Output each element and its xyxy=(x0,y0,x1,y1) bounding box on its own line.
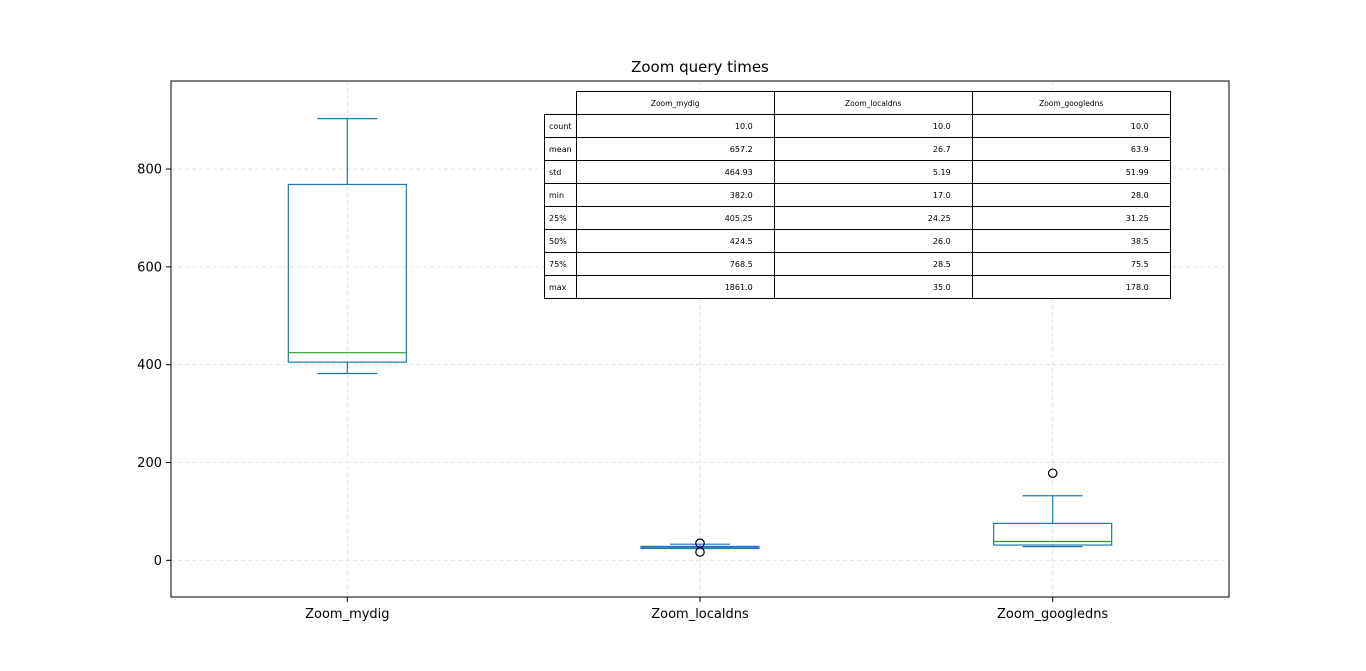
box-series-Zoom_mydig xyxy=(287,118,407,375)
table-cell: 178.0 xyxy=(971,275,1171,299)
box-iqr xyxy=(287,183,407,363)
table-row: min 382.0 17.0 28.0 xyxy=(544,183,1171,207)
table-cell: 35.0 xyxy=(773,275,973,299)
table-row: 75% 768.5 28.5 75.5 xyxy=(544,252,1171,276)
table-row: mean 657.2 26.7 63.9 xyxy=(544,137,1171,161)
y-tick-label: 0 xyxy=(154,554,162,569)
table-cell: 657.2 xyxy=(575,137,775,161)
table-cell: 424.5 xyxy=(575,229,775,253)
y-tick-label: 200 xyxy=(137,456,162,471)
table-row: count 10.0 10.0 10.0 xyxy=(544,114,1171,138)
x-tick-label: Zoom_localdns xyxy=(651,607,749,622)
table-cell: 10.0 xyxy=(971,114,1171,138)
table-cell: 464.93 xyxy=(575,160,775,184)
table-header-row: Zoom_mydig Zoom_localdns Zoom_googledns xyxy=(545,91,1171,115)
summary-statistics-table: Zoom_mydig Zoom_localdns Zoom_googledns … xyxy=(544,91,1171,299)
table-cell: 382.0 xyxy=(575,183,775,207)
table-row-label: min xyxy=(544,183,577,207)
table-row-label: mean xyxy=(544,137,577,161)
box-iqr xyxy=(993,522,1113,546)
table-cell: 26.7 xyxy=(773,137,973,161)
table-row: max 1861.0 35.0 178.0 xyxy=(544,275,1171,299)
table-row-label: 25% xyxy=(544,206,577,230)
table-row: std 464.93 5.19 51.99 xyxy=(544,160,1171,184)
table-cell: 63.9 xyxy=(971,137,1171,161)
table-cell: 17.0 xyxy=(773,183,973,207)
axes-group: 0 200 400 600 800 Zoom_mydig Zoom_localdns Zoom… xyxy=(137,163,1108,622)
table-column-header: Zoom_localdns xyxy=(773,91,973,115)
table-column-header: Zoom_mydig xyxy=(575,91,775,115)
table-cell: 31.25 xyxy=(971,206,1171,230)
table-cell: 1861.0 xyxy=(575,275,775,299)
table-row-label: std xyxy=(544,160,577,184)
table-corner-cell xyxy=(545,92,577,115)
table-row-label: max xyxy=(544,275,577,299)
boxes-group xyxy=(287,118,1113,557)
box-series-Zoom_localdns xyxy=(640,538,760,557)
table-cell: 10.0 xyxy=(773,114,973,138)
table-row: 50% 424.5 26.0 38.5 xyxy=(544,229,1171,253)
table-row-label: count xyxy=(544,114,577,138)
table-cell: 26.0 xyxy=(773,229,973,253)
table-cell: 24.25 xyxy=(773,206,973,230)
table-cell: 51.99 xyxy=(971,160,1171,184)
table-cell: 768.5 xyxy=(575,252,775,276)
table-cell: 10.0 xyxy=(575,114,775,138)
table-cell: 28.0 xyxy=(971,183,1171,207)
table-column-header: Zoom_googledns xyxy=(971,91,1171,115)
table-cell: 38.5 xyxy=(971,229,1171,253)
outlier-point xyxy=(695,538,705,548)
box-series-Zoom_googledns xyxy=(993,468,1113,548)
y-tick-label: 800 xyxy=(137,163,162,178)
y-tick-label: 600 xyxy=(137,260,162,275)
x-tick-label: Zoom_googledns xyxy=(997,607,1108,622)
table-cell: 5.19 xyxy=(773,160,973,184)
x-tick-label: Zoom_mydig xyxy=(305,607,389,622)
y-tick-label: 400 xyxy=(137,358,162,373)
table-cell: 405.25 xyxy=(575,206,775,230)
table-cell: 75.5 xyxy=(971,252,1171,276)
plot-frame xyxy=(170,80,1230,598)
table-row: 25% 405.25 24.25 31.25 xyxy=(544,206,1171,230)
outlier-point xyxy=(1047,468,1058,479)
chart-title: Zoom query times xyxy=(631,58,769,76)
table-row-label: 75% xyxy=(544,252,577,276)
table-cell: 28.5 xyxy=(773,252,973,276)
table-row-label: 50% xyxy=(544,229,577,253)
